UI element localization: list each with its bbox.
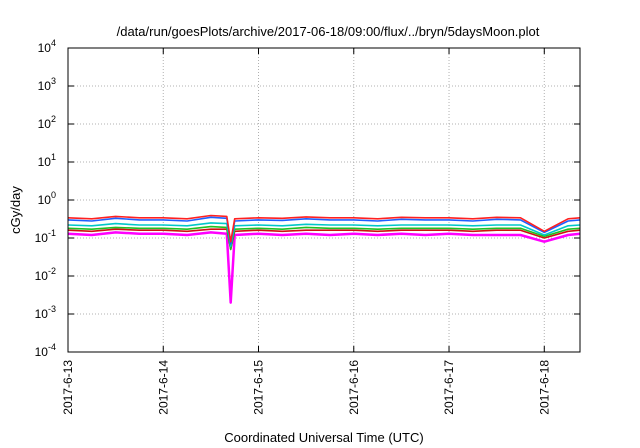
- x-axis-label: Coordinated Universal Time (UTC): [224, 430, 423, 445]
- y-tick-label: 104: [38, 38, 56, 55]
- axis-ticks: 10-4 10-3 10-2 10-1 100 101 102 103 104 2017-6-13…: [35, 38, 580, 415]
- y-tick-label: 10-3: [35, 304, 56, 321]
- chart-title: /data/run/goesPlots/archive/2017-06-18/0…: [117, 24, 540, 39]
- y-tick-label: 10-4: [35, 342, 56, 359]
- x-tick-label: 2017-6-17: [442, 360, 456, 415]
- series-line: [67, 225, 581, 251]
- x-tick-label: 2017-6-14: [156, 360, 170, 415]
- series-line: [67, 216, 581, 245]
- series-line: [67, 222, 581, 248]
- y-tick-label: 103: [38, 76, 56, 93]
- x-tick-label: 2017-6-15: [252, 360, 266, 415]
- series-line: [67, 214, 581, 243]
- y-tick-label: 100: [38, 190, 56, 207]
- series-group: [67, 214, 581, 304]
- x-tick-label: 2017-6-18: [537, 360, 551, 415]
- grid: [68, 48, 580, 352]
- series-line: [67, 231, 581, 304]
- y-tick-label: 102: [38, 114, 56, 131]
- series-line: [67, 228, 581, 251]
- y-tick-label: 10-1: [35, 228, 56, 245]
- x-tick-label: 2017-6-13: [61, 360, 75, 415]
- y-tick-label: 10-2: [35, 266, 56, 283]
- y-axis-label: cGy/day: [8, 186, 23, 234]
- y-tick-label: 101: [38, 152, 56, 169]
- x-tick-label: 2017-6-16: [347, 360, 361, 415]
